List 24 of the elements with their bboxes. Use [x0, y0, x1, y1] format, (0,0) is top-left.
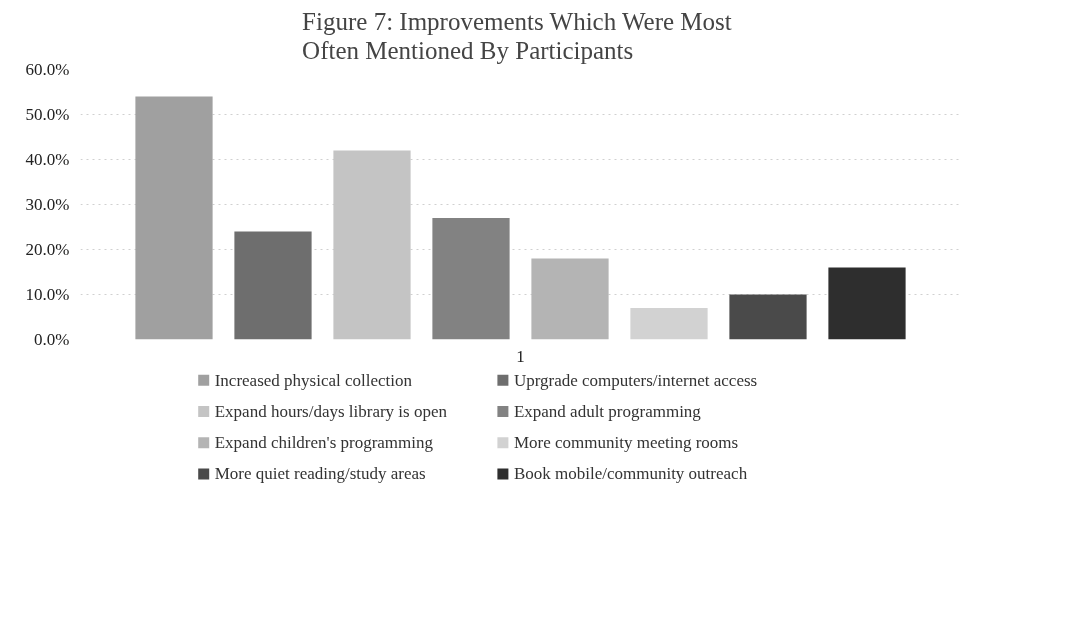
y-tick-label: 0.0%: [34, 330, 70, 349]
chart-title: Figure 7: Improvements Which Were Most Often Mentioned By Participants: [302, 7, 732, 65]
legend-label: Expand children's programming: [214, 433, 434, 453]
bar: [531, 258, 609, 340]
legend-label: More quiet reading/study areas: [214, 464, 426, 484]
bar: [630, 308, 708, 340]
y-tick-label: 30.0%: [25, 195, 70, 214]
legend-label: More community meeting rooms: [513, 433, 739, 453]
y-tick-label: 60.0%: [25, 60, 70, 79]
bar: [234, 231, 312, 340]
legend-label: Expand adult programming: [513, 401, 702, 421]
bar: [729, 294, 807, 340]
legend-label: Uprgrade computers/internet access: [513, 370, 758, 390]
bar: [432, 218, 510, 340]
x-tick-label: 1: [516, 346, 525, 366]
y-tick-label: 10.0%: [25, 285, 70, 304]
y-tick-label: 40.0%: [25, 150, 70, 169]
legend-label: Book mobile/community outreach: [513, 464, 748, 484]
y-tick-label: 20.0%: [25, 240, 70, 259]
legend-label: Expand hours/days library is open: [214, 401, 448, 421]
legend-label: Increased physical collection: [214, 370, 413, 390]
bar: [828, 267, 906, 340]
y-tick-label: 50.0%: [25, 105, 70, 124]
bar: [135, 96, 213, 340]
